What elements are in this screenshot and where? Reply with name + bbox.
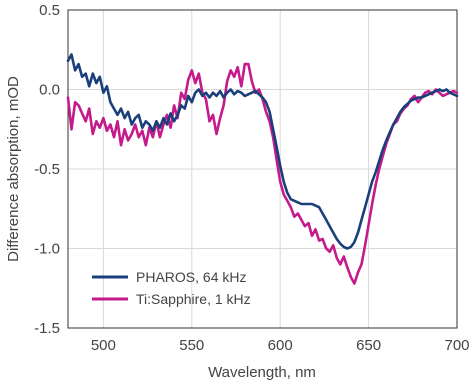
x-tick-label: 650 [356,337,381,354]
x-tick-label: 550 [179,337,204,354]
x-tick-label: 600 [268,337,293,354]
legend: PHAROS, 64 kHz Ti:Sapphire, 1 kHz [92,269,251,307]
x-tick-label: 700 [444,337,469,354]
plot-frame [67,9,458,329]
y-tick-label: 0.5 [39,2,60,19]
y-tick-label: 0.0 [39,82,60,99]
y-tick-label: -1.0 [34,241,60,258]
legend-label: PHAROS, 64 kHz [136,269,246,285]
y-tick-labels: 0.5 0.0 -0.5 -1.0 -1.5 [34,2,60,337]
x-tick-labels: 500 550 600 650 700 [91,337,470,354]
series-line [66,53,459,250]
grid [68,10,458,328]
y-tick-label: -0.5 [34,161,60,178]
y-axis-label: Difference absorption, mOD [5,76,22,262]
y-tick-label: -1.5 [34,320,60,337]
x-axis-label: Wavelength, nm [208,364,316,381]
series-layer [66,53,459,285]
legend-label: Ti:Sapphire, 1 kHz [136,291,251,307]
x-tick-label: 500 [91,337,116,354]
